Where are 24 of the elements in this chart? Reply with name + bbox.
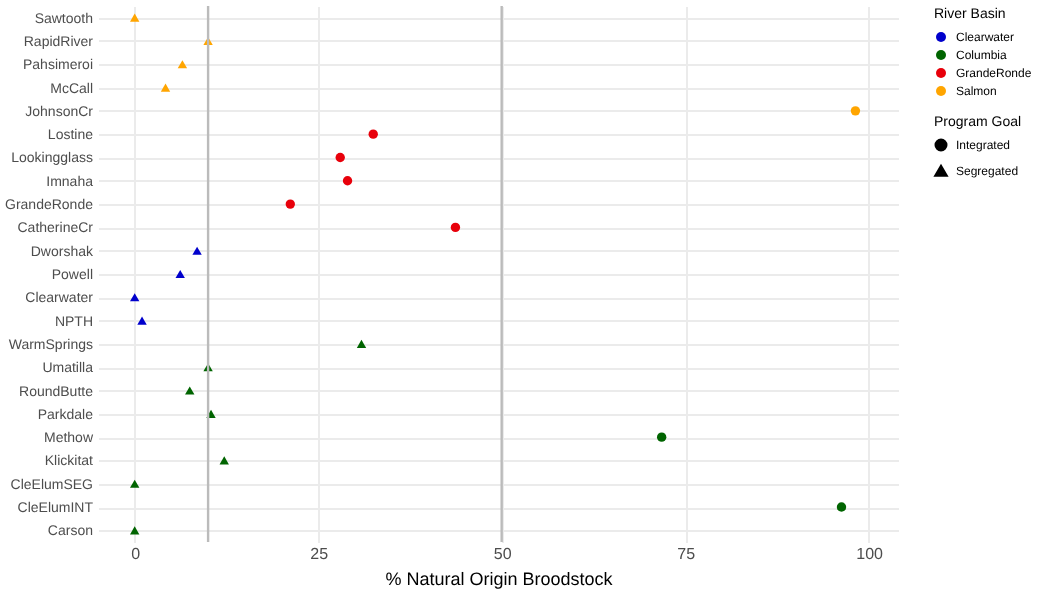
point: [130, 293, 140, 302]
point: [836, 502, 847, 512]
point: [450, 222, 461, 233]
point: [656, 432, 667, 442]
x-tick-label: 100: [856, 545, 885, 563]
point: [342, 176, 353, 186]
x-tick-label: 75: [677, 545, 697, 563]
point: [850, 106, 861, 116]
point: [175, 269, 185, 279]
point: [185, 386, 195, 395]
point: [335, 152, 345, 163]
x-tick-label: 0: [131, 545, 142, 563]
x-tick-label: 50: [493, 545, 513, 563]
point: [160, 83, 171, 92]
x-tick-label: 25: [310, 545, 330, 563]
point: [285, 199, 295, 209]
point: [368, 129, 378, 139]
point: [137, 316, 147, 325]
point: [177, 60, 188, 69]
x-axis-title: % Natural Origin Broodstock: [385, 569, 614, 589]
point: [130, 13, 140, 22]
point: [130, 479, 140, 488]
point: [356, 339, 367, 348]
point: [192, 246, 202, 255]
